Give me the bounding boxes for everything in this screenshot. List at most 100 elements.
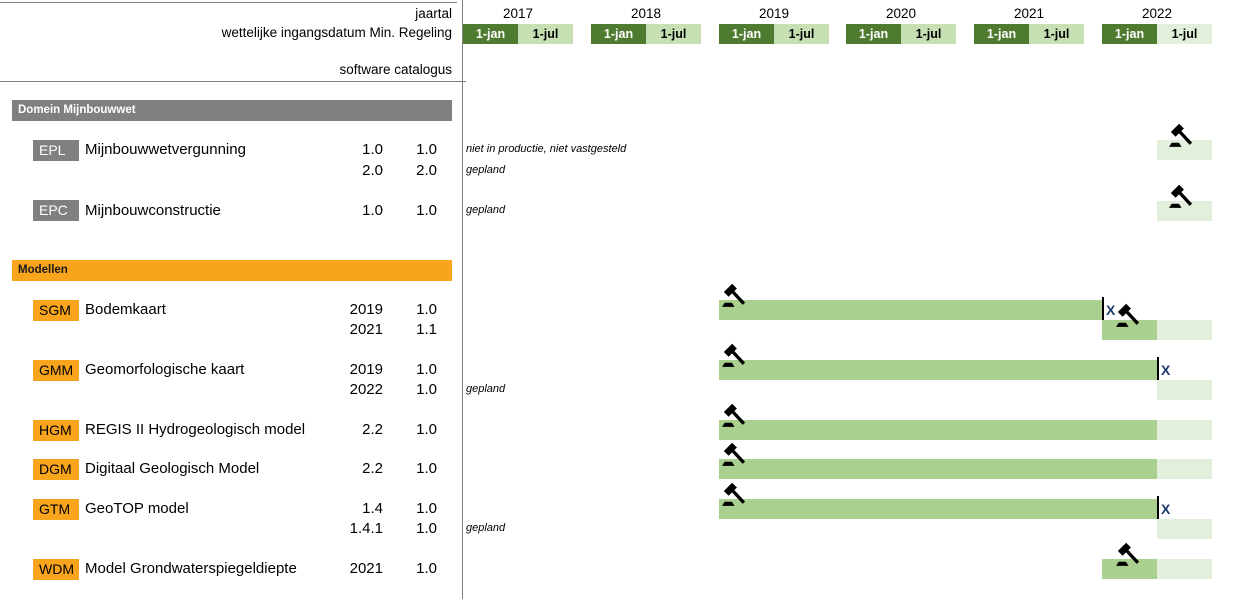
end-tick [1102, 297, 1104, 321]
version-col2: 1.0 [416, 141, 437, 158]
row-code-badge: DGM [33, 458, 79, 480]
timeline-bar [719, 499, 1157, 519]
halfyear-cell-1jul: 1-jul [774, 24, 829, 44]
version-col2: 1.0 [416, 500, 437, 517]
row-name: Model Grondwaterspiegeldiepte [85, 560, 297, 577]
timeline-bar [719, 360, 1157, 380]
version-col2: 1.0 [416, 560, 437, 577]
row-name: GeoTOP model [85, 500, 189, 517]
top-border-line [0, 2, 457, 3]
row-code-badge: GMM [33, 359, 79, 381]
timeline-bar [719, 300, 1102, 320]
status-note: gepland [466, 383, 506, 395]
version-col1: 2.2 [362, 421, 383, 438]
status-note: gepland [466, 522, 506, 534]
halfyear-cell-1jul: 1-jul [901, 24, 956, 44]
timeline-bar-planned [1157, 559, 1212, 579]
gavel-icon [720, 442, 747, 469]
version-col2: 1.0 [416, 520, 437, 537]
row-code-badge: SGM [33, 299, 79, 321]
timeline-bar-planned [1157, 380, 1212, 400]
version-col1: 2021 [349, 321, 383, 338]
column-label-jaartal: jaartal [415, 6, 452, 21]
timeline-bar-planned [1157, 519, 1212, 539]
row-code-badge: EPL [33, 139, 79, 161]
timeline-bar-planned [1157, 420, 1212, 440]
version-col1: 1.4 [362, 500, 383, 517]
row-code-badge: WDM [33, 558, 79, 580]
halfyear-cell-1jul: 1-jul [518, 24, 573, 44]
year-label: 2019 [758, 6, 790, 21]
row-name: Geomorfologische kaart [85, 361, 245, 378]
gavel-icon [720, 403, 747, 430]
version-col1: 2022 [349, 381, 383, 398]
gavel-icon [720, 283, 747, 310]
halfyear-cell-1jan: 1-jan [1102, 24, 1157, 44]
timeline-bar [719, 459, 1157, 479]
column-label-catalogus: software catalogus [339, 62, 452, 77]
year-label: 2022 [1141, 6, 1173, 21]
halfyear-cell-1jan: 1-jan [591, 24, 646, 44]
version-col2: 1.0 [416, 301, 437, 318]
status-note: niet in productie, niet vastgesteld [466, 143, 627, 155]
row-name: REGIS II Hydrogeologisch model [85, 421, 306, 438]
section-header: Domein Mijnbouwwet [12, 100, 452, 121]
end-marker-x: X [1106, 302, 1116, 318]
version-col1: 2.2 [362, 460, 383, 477]
version-col2: 1.0 [416, 201, 437, 219]
version-col2: 2.0 [416, 161, 437, 179]
gavel-icon [1167, 184, 1194, 211]
halfyear-cell-1jul: 1-jul [646, 24, 701, 44]
gavel-icon [720, 482, 747, 509]
halfyear-cell-1jan: 1-jan [974, 24, 1029, 44]
halfyear-cell-1jul: 1-jul [1029, 24, 1084, 44]
timeline-bar [1102, 559, 1157, 579]
section-header: Modellen [12, 260, 452, 281]
row-code-badge: GTM [33, 498, 79, 520]
version-col1: 1.4.1 [349, 520, 383, 537]
end-tick [1157, 357, 1159, 381]
gavel-icon [1114, 303, 1141, 330]
version-col2: 1.0 [416, 361, 437, 378]
version-col2: 1.0 [416, 381, 437, 398]
gavel-icon [1114, 542, 1141, 569]
gavel-icon [1167, 123, 1194, 150]
halfyear-cell-1jan: 1-jan [846, 24, 901, 44]
year-label: 2017 [502, 6, 534, 21]
version-col1: 1.0 [362, 141, 383, 158]
version-col1: 1.0 [362, 201, 383, 219]
gavel-icon [720, 343, 747, 370]
timeline-bar-planned [1157, 320, 1212, 340]
timeline-bar [719, 420, 1157, 440]
version-col1: 2.0 [362, 161, 383, 179]
year-label: 2018 [630, 6, 662, 21]
timeline-bar-planned [1157, 459, 1212, 479]
row-name: Mijnbouwconstructie [85, 201, 221, 219]
halfyear-cell-1jul: 1-jul [1157, 24, 1212, 44]
year-label: 2021 [1013, 6, 1045, 21]
status-note: gepland [466, 163, 506, 176]
status-note: gepland [466, 203, 506, 216]
row-name: Digitaal Geologisch Model [85, 460, 260, 477]
halfyear-cell-1jan: 1-jan [463, 24, 518, 44]
version-col2: 1.0 [416, 460, 437, 477]
end-tick [1157, 496, 1159, 520]
end-marker-x: X [1161, 501, 1171, 517]
panel-divider-line [462, 0, 463, 599]
halfyear-cell-1jan: 1-jan [719, 24, 774, 44]
version-col1: 2019 [349, 301, 383, 318]
row-code-badge: HGM [33, 419, 79, 441]
column-label-regeling: wettelijke ingangsdatum Min. Regeling [221, 25, 452, 40]
end-marker-x: X [1161, 362, 1171, 378]
header-divider-line [0, 81, 466, 82]
row-code-badge: EPC [33, 200, 79, 221]
timeline-bar [1102, 320, 1157, 340]
version-col1: 2021 [349, 560, 383, 577]
year-label: 2020 [885, 6, 917, 21]
row-name: Mijnbouwwetvergunning [85, 141, 246, 158]
version-col2: 1.1 [416, 321, 437, 338]
version-col2: 1.0 [416, 421, 437, 438]
row-name: Bodemkaart [85, 301, 166, 318]
version-col1: 2019 [349, 361, 383, 378]
